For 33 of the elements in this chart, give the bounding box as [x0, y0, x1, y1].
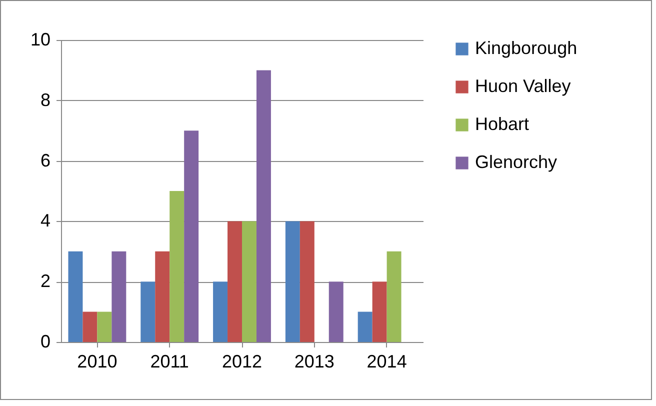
bar [170, 191, 184, 342]
bar [300, 221, 314, 342]
legend-label: Glenorchy [475, 152, 558, 172]
y-tick-label: 6 [40, 150, 50, 170]
bar [155, 251, 170, 342]
legend-label: Huon Valley [475, 76, 571, 96]
bar [242, 221, 256, 342]
y-tick-label: 4 [40, 210, 50, 231]
bar [256, 70, 271, 342]
bar [228, 221, 242, 342]
x-tick-label: 2011 [150, 352, 189, 372]
legend-label: Kingborough [475, 38, 578, 58]
bar [97, 312, 112, 342]
x-tick-label: 2010 [77, 352, 118, 372]
x-tick-label: 2013 [294, 352, 334, 372]
y-tick-label: 10 [30, 30, 50, 50]
legend-label: Hobart [475, 114, 530, 134]
bar [372, 282, 387, 342]
bar [358, 312, 372, 342]
x-tick-label: 2012 [222, 352, 262, 372]
bar [386, 251, 402, 342]
bar [328, 282, 344, 342]
bar [285, 221, 300, 342]
bar [82, 312, 98, 342]
bar [213, 282, 228, 342]
bar [184, 130, 199, 342]
bar [140, 282, 156, 342]
y-tick-label: 0 [40, 332, 50, 352]
x-tick-label: 2014 [366, 352, 407, 372]
bar [68, 251, 83, 342]
y-tick-label: 8 [40, 90, 50, 110]
bar [112, 251, 126, 342]
y-tick-label: 2 [40, 271, 50, 292]
